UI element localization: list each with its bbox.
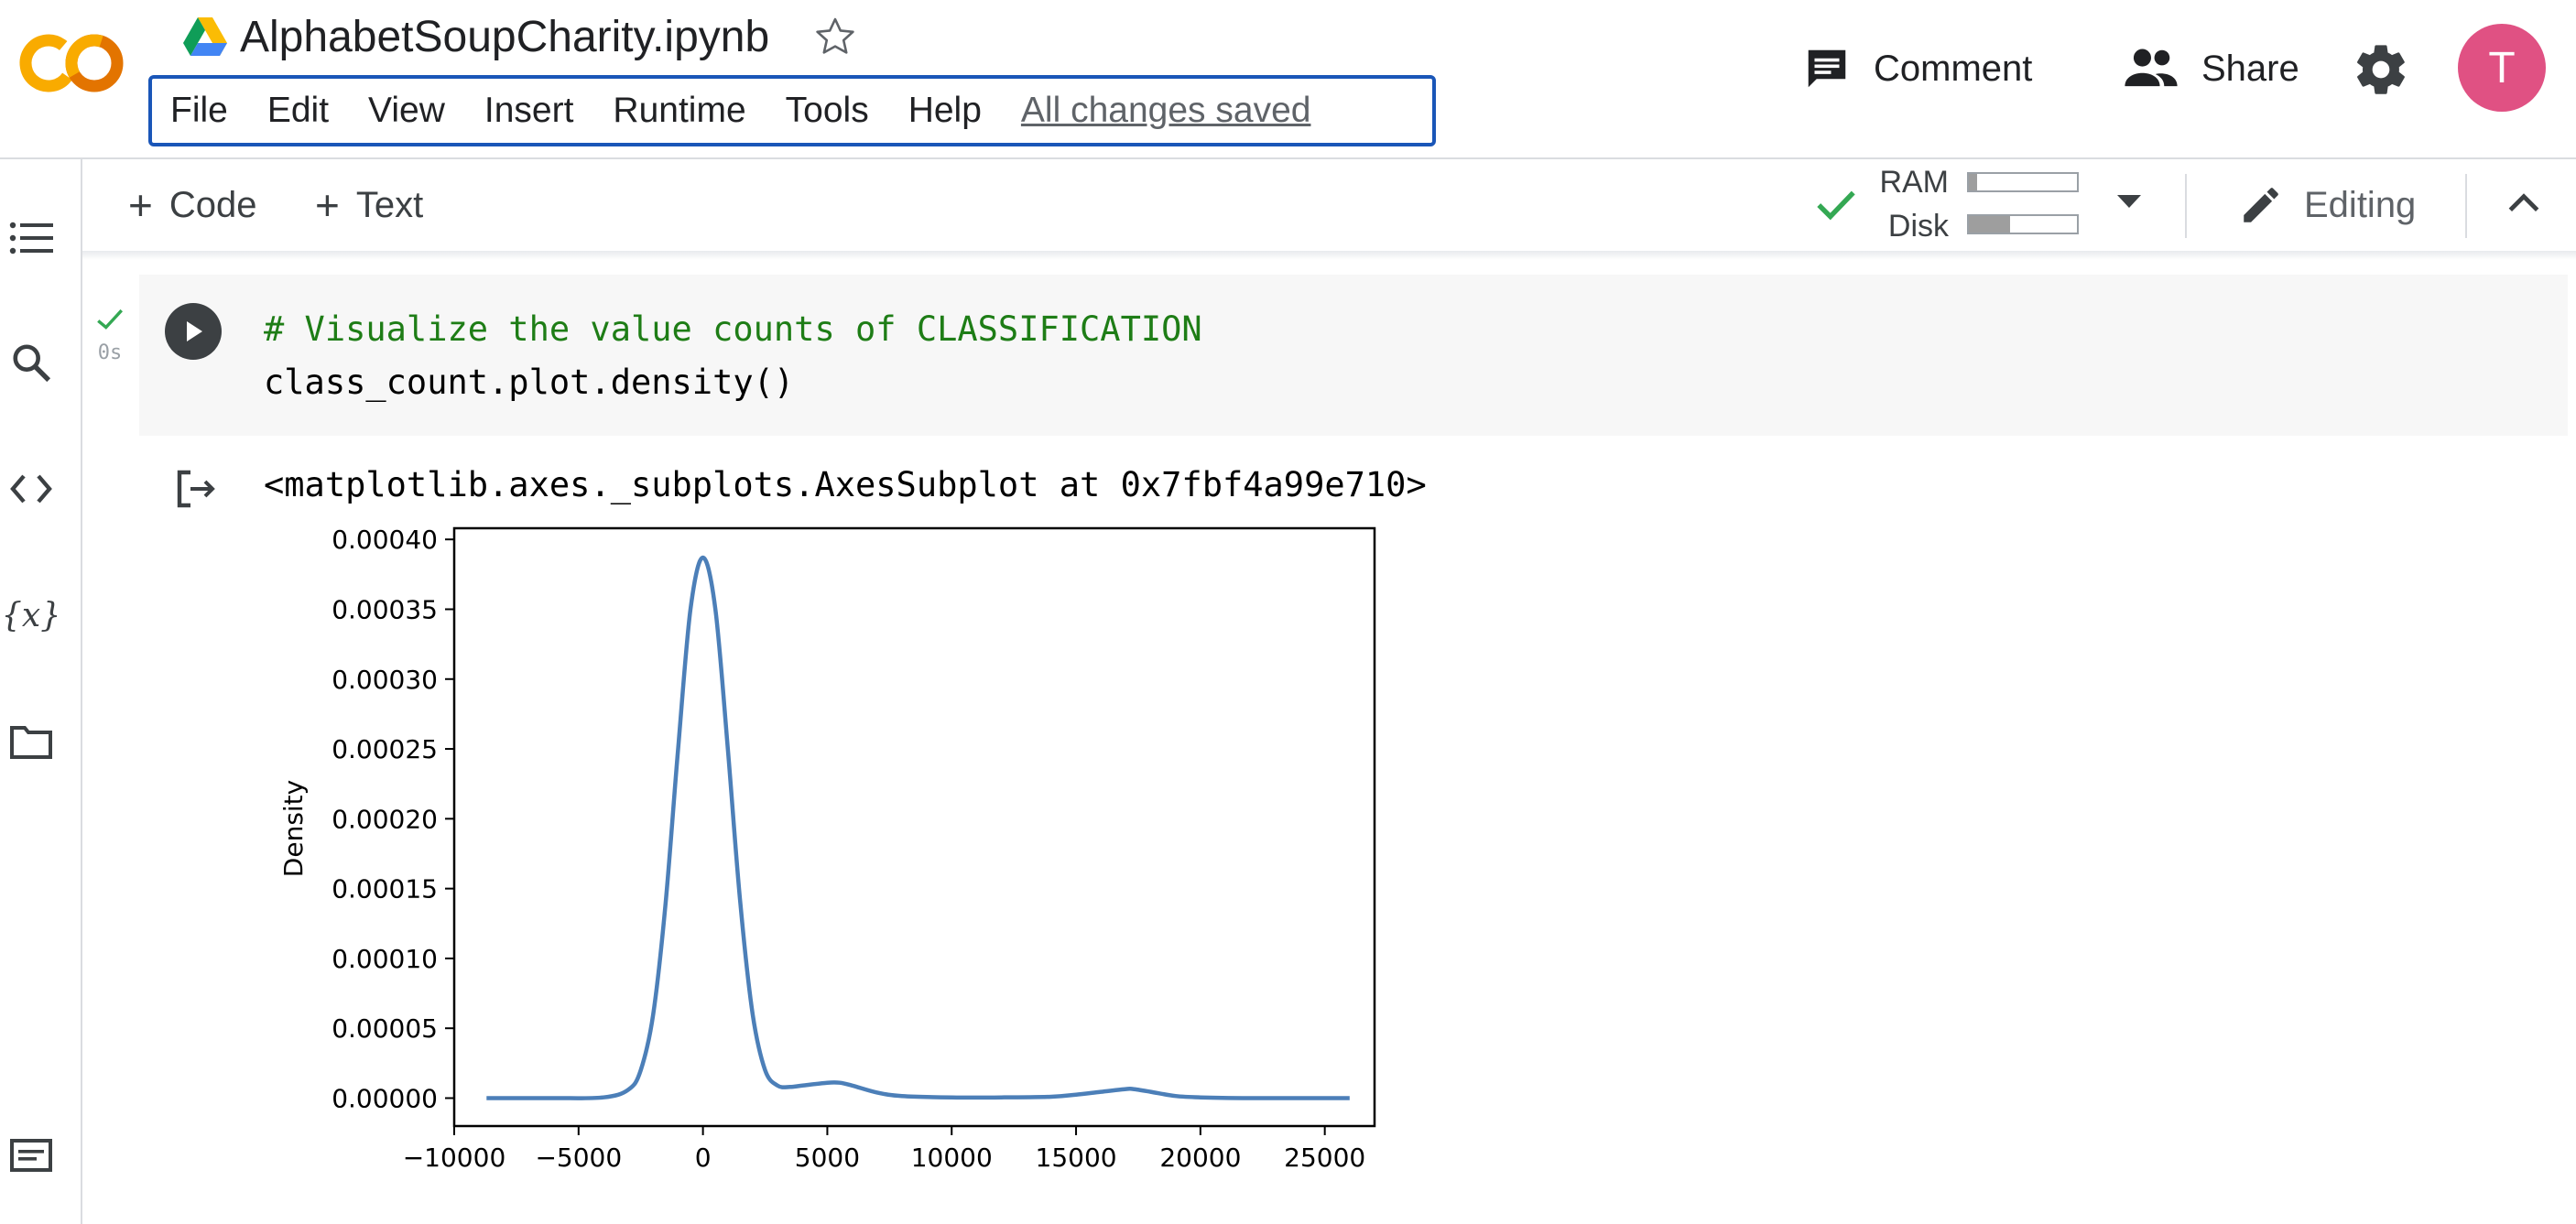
y-tick-label: 0.00010 [332,944,438,974]
x-tick-label: 20000 [1159,1143,1241,1173]
code-comment-line[interactable]: # Visualize the value counts of CLASSIFI… [264,309,1202,349]
y-tick-label: 0.00015 [332,874,438,904]
gear-icon[interactable] [2352,40,2410,99]
x-tick-label: −10000 [403,1143,506,1173]
x-ticks: −10000 −5000 0 5000 10000 15000 20000 25000 [403,1126,1365,1173]
disk-usage-bar[interactable] [1967,214,2079,234]
disk-usage-fill [1969,216,2010,233]
search-icon[interactable] [5,337,57,388]
menu-file[interactable]: File [170,91,228,130]
add-text-label: Text [355,184,424,225]
caret-down-icon[interactable] [2115,192,2143,211]
y-tick-label: 0.00020 [332,804,438,834]
add-code-button[interactable]: + Code [128,176,257,234]
density-plot: Density 0.000000.000050.000100.000150.00… [278,525,1376,1173]
colab-logo[interactable] [13,27,130,99]
menu-help[interactable]: Help [908,91,982,130]
variables-icon[interactable]: {x} [5,590,57,641]
menu-runtime[interactable]: Runtime [613,91,746,130]
y-tick-label: 0.00030 [332,665,438,695]
y-tick-label: 0.00040 [332,525,438,555]
plus-icon: + [128,181,153,229]
sidebar-divider [81,159,82,1224]
add-code-label: Code [168,184,257,225]
code-snippets-icon[interactable] [5,463,57,515]
notebook-title-row: AlphabetSoupCharity.ipynb [183,7,857,66]
cell-execution-status: 0s [92,306,128,364]
x-tick-label: 0 [695,1143,712,1173]
code-cell-editor[interactable] [139,275,2568,436]
save-status-link[interactable]: All changes saved [1020,91,1311,130]
y-tick-label: 0.00005 [332,1013,438,1044]
svg-text:{x}: {x} [5,597,57,634]
check-icon [97,309,123,330]
x-tick-label: 10000 [911,1143,993,1173]
plot-frame [452,526,1376,1128]
editing-mode-button[interactable]: Editing [2238,176,2416,234]
play-icon [187,321,202,341]
connected-check-icon [1817,190,1855,221]
comment-button[interactable]: Comment [1802,37,2032,101]
output-text: <matplotlib.axes._subplots.AxesSubplot a… [264,465,1427,504]
avatar-initial: T [2488,43,2516,92]
x-tick-label: −5000 [535,1143,622,1173]
y-tick-label: 0.00025 [332,734,438,764]
toolbar-shadow [82,251,2576,260]
disk-label: Disk [1887,209,1949,244]
share-button[interactable]: Share [2123,37,2299,101]
toolbar-separator [2465,174,2467,238]
share-label: Share [2201,48,2299,89]
notebook-title[interactable]: AlphabetSoupCharity.ipynb [240,12,770,61]
star-icon[interactable] [813,15,857,59]
files-icon[interactable] [5,716,57,767]
menu-edit[interactable]: Edit [266,91,330,130]
execution-time: 0s [97,341,123,364]
y-tick-label: 0.00035 [332,594,438,624]
menu-bar: File Edit View Insert Runtime Tools Help… [148,75,1436,146]
header-divider [0,157,2576,159]
user-avatar[interactable]: T [2458,24,2546,112]
chevron-up-icon[interactable] [2504,183,2544,223]
google-drive-icon[interactable] [183,17,227,56]
menu-insert[interactable]: Insert [484,91,574,130]
x-tick-label: 15000 [1036,1143,1117,1173]
editing-label: Editing [2304,184,2417,225]
y-tick-label: 0.00000 [332,1083,438,1113]
density-line [486,555,1350,1100]
terminal-icon[interactable] [5,1130,57,1181]
ram-usage-fill [1969,174,1978,190]
people-icon [2125,49,2178,87]
pencil-icon [2244,188,2278,222]
y-axis-label: Density [278,780,309,877]
code-line[interactable]: class_count.plot.density() [264,363,795,402]
toolbar-separator [2185,174,2187,238]
plus-icon: + [315,181,340,229]
x-tick-label: 5000 [795,1143,860,1173]
comment-label: Comment [1874,48,2033,89]
run-cell-button[interactable] [165,303,222,360]
x-tick-label: 25000 [1284,1143,1365,1173]
y-ticks: 0.00000 0.00005 0.00010 0.00015 0.00020 0.000… [332,525,454,1113]
ram-label: RAM [1879,165,1949,200]
menu-tools[interactable]: Tools [785,91,869,130]
comment-icon [1808,49,1846,88]
menu-view[interactable]: View [368,91,445,130]
ram-usage-bar[interactable] [1967,172,2079,192]
table-of-contents-icon[interactable] [5,212,57,264]
output-icon[interactable] [174,469,218,509]
add-text-button[interactable]: + Text [315,176,423,234]
